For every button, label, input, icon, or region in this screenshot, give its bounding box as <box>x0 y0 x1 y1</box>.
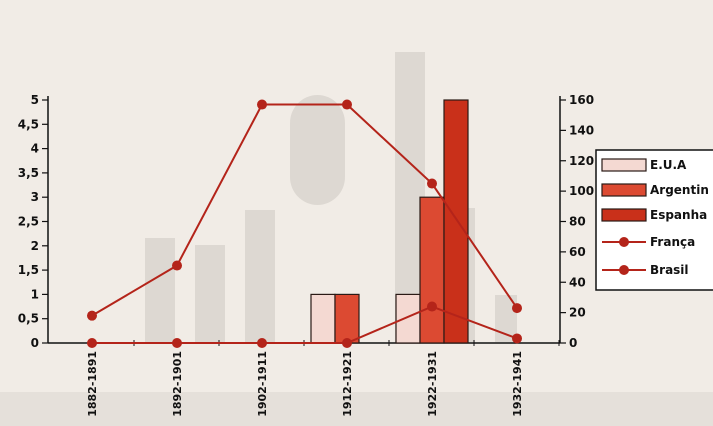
right-tick-label: 160 <box>569 93 594 107</box>
lines <box>87 99 522 348</box>
left-tick-label: 2,5 <box>18 215 39 229</box>
point-frana <box>172 260 182 271</box>
x-tick-label: 1882-1891 <box>86 351 99 417</box>
legend-label: E.U.A <box>650 158 687 172</box>
right-tick-label: 80 <box>569 215 586 229</box>
right-tick-label: 0 <box>569 336 577 350</box>
left-tick-label: 1,5 <box>18 263 39 277</box>
bar-espanha <box>443 99 469 344</box>
point-frana <box>427 178 437 189</box>
bar-argentina <box>419 196 445 344</box>
left-tick-label: 4,5 <box>18 117 39 131</box>
point-frana <box>512 303 522 314</box>
legend: E.U.A Argentin Espanha França Brasil <box>595 149 713 291</box>
left-tick-label: 4 <box>31 142 39 156</box>
right-tick-label: 100 <box>569 184 594 198</box>
point-brasil <box>512 333 522 344</box>
point-brasil <box>87 338 97 348</box>
line-brasil <box>92 305 518 344</box>
bar-eua <box>310 293 336 344</box>
x-tick-label: 1912-1921 <box>341 351 354 417</box>
left-tick-label: 5 <box>31 93 39 107</box>
right-tick-label: 40 <box>569 275 586 289</box>
tick-labels: 0 0,5 1 1,5 2 2,5 3 3,5 4 4,5 5 0 20 40 60 80 100 120 140 1… <box>18 93 594 417</box>
legend-swatch <box>601 208 647 222</box>
bar-eua <box>395 293 421 344</box>
x-tick-label: 1902-1911 <box>256 351 269 417</box>
bars <box>310 99 469 344</box>
left-tick-label: 3 <box>31 190 39 204</box>
legend-label: Espanha <box>650 208 707 222</box>
x-tick-label: 1932-1941 <box>511 351 524 417</box>
point-frana <box>342 99 352 110</box>
bar-argentina <box>334 293 360 344</box>
left-tick-label: 3,5 <box>18 166 39 180</box>
right-tick-label: 60 <box>569 245 586 259</box>
point-brasil <box>257 338 267 348</box>
point-brasil <box>172 338 182 348</box>
legend-label: França <box>650 235 695 249</box>
x-tick-label: 1892-1901 <box>171 351 184 417</box>
line-frana <box>91 103 518 317</box>
legend-marker <box>619 237 629 247</box>
legend-marker <box>619 265 629 275</box>
left-tick-label: 2 <box>31 239 39 253</box>
legend-label: Brasil <box>650 263 689 277</box>
left-tick-label: 0,5 <box>18 312 39 326</box>
legend-swatch <box>601 183 647 197</box>
right-tick-label: 140 <box>569 123 594 137</box>
point-brasil <box>427 301 437 312</box>
right-tick-label: 20 <box>569 306 586 320</box>
point-frana <box>87 310 97 321</box>
legend-label: Argentin <box>650 183 709 197</box>
left-tick-label: 1 <box>31 287 39 301</box>
right-tick-label: 120 <box>569 154 594 168</box>
point-brasil <box>342 338 352 348</box>
legend-swatch <box>601 158 647 172</box>
left-tick-label: 0 <box>31 336 39 350</box>
point-frana <box>257 99 267 110</box>
x-tick-label: 1922-1931 <box>426 351 439 417</box>
